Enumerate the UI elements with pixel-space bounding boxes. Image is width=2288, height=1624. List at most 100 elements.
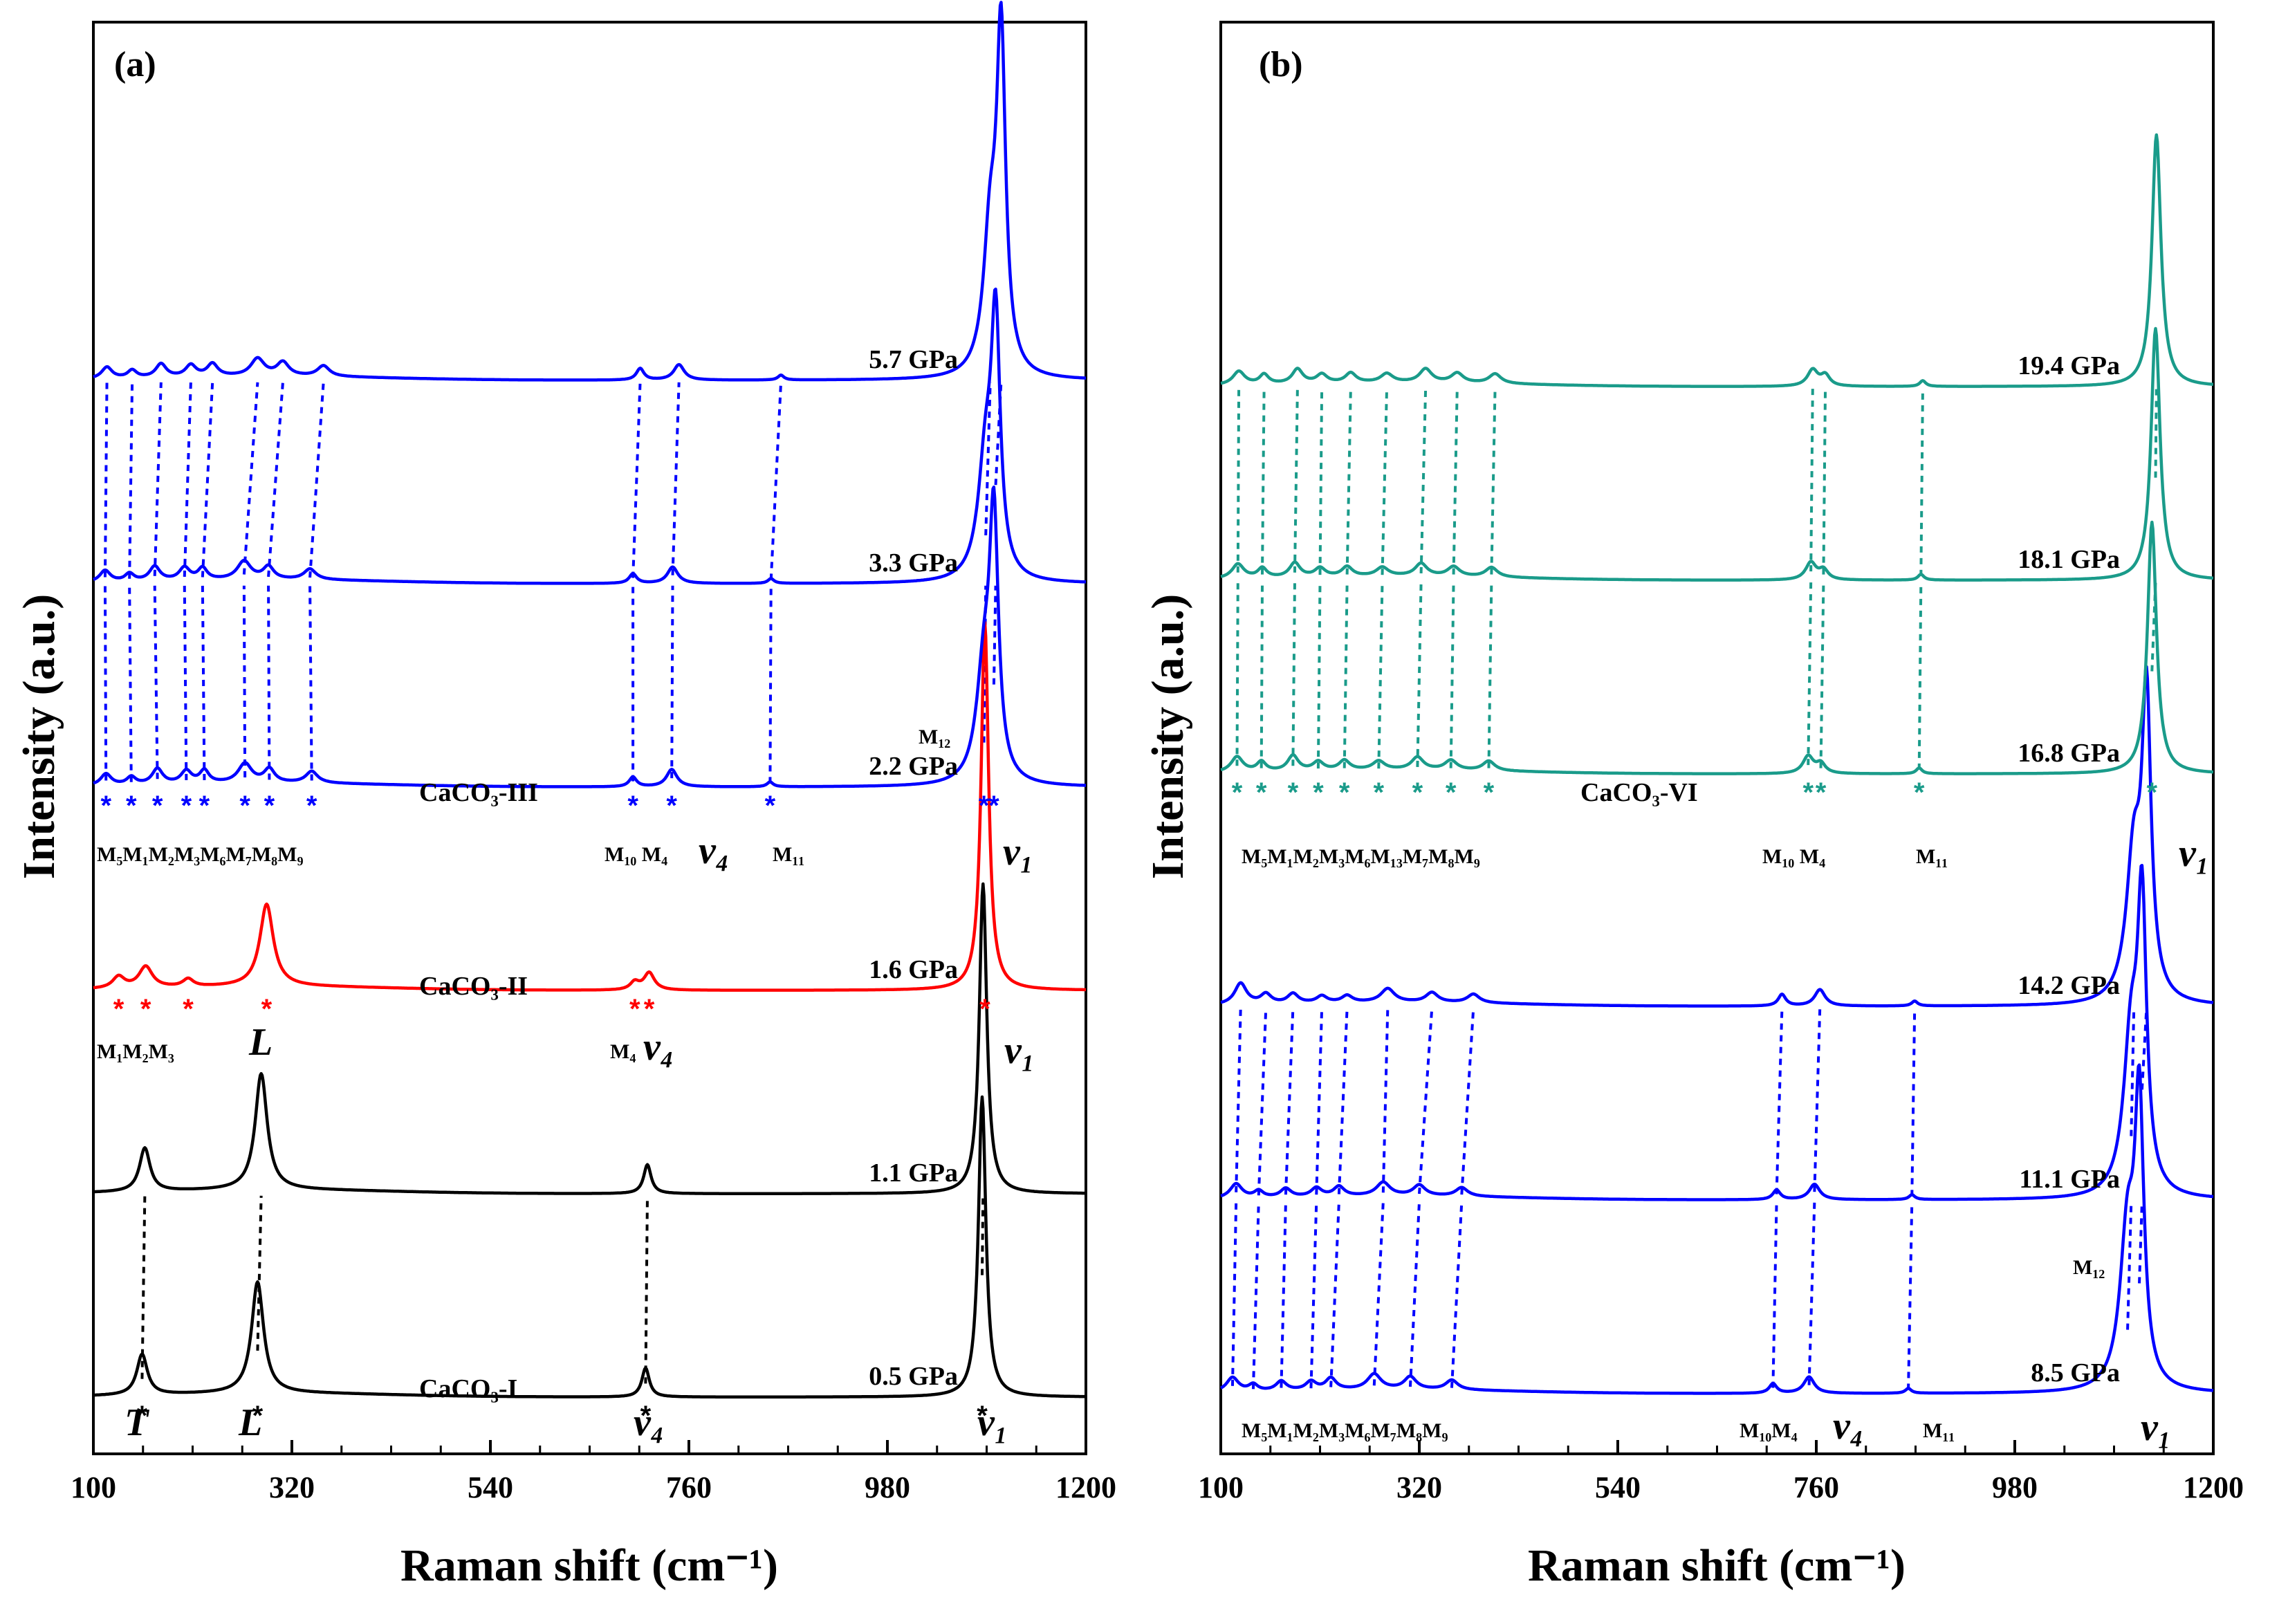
- x-tick-label: 1200: [2183, 1470, 2244, 1504]
- guide-0-3-7: [308, 585, 313, 781]
- spectrum-trace-1-0: [1219, 1063, 2214, 1395]
- spectrum-trace-0-3: [93, 486, 1087, 788]
- pressure-label: 1.6 GPa: [869, 955, 958, 984]
- label-T: T: [124, 1401, 150, 1444]
- guide-1-1-1: [1257, 1008, 1268, 1196]
- guide-1-4-3: [1318, 388, 1324, 575]
- guide-1-4-5: [1381, 388, 1389, 575]
- guide-0-3-6: [267, 585, 271, 780]
- guide-1-1-6: [1418, 1008, 1434, 1194]
- modes-II: M₁M₂M₃: [97, 1040, 174, 1063]
- pressure-label: 18.1 GPa: [2018, 545, 2120, 574]
- x-tick-label: 540: [468, 1470, 513, 1504]
- spectrum-trace-0-4: [93, 287, 1087, 585]
- label-v1-III: v₁: [1003, 831, 1033, 874]
- guide-0-4-7: [308, 382, 325, 578]
- label-v1-I: v₁: [977, 1401, 1008, 1444]
- guide-0-3-12: [992, 585, 997, 685]
- guide-0-0-3: [980, 1195, 985, 1275]
- x-tick-label: 980: [865, 1470, 910, 1504]
- spectrum-trace-1-1: [1220, 863, 2214, 1201]
- peak-star-0-0-0: *: [137, 1401, 148, 1431]
- guide-1-1-11: [2130, 1008, 2136, 1136]
- peak-star-0-3-3: *: [181, 791, 192, 821]
- guide-0-4-2: [153, 382, 163, 576]
- peak-star-0-3-9: *: [666, 791, 677, 821]
- pressure-label: 2.2 GPa: [869, 752, 958, 781]
- guide-1-0-4: [1329, 1201, 1340, 1387]
- panel-a-annotations: CaCO₃-I CaCO₃-II CaCO₃-III T L L v₄ v₁ M…: [97, 726, 1035, 1444]
- x-tick-label: 320: [1396, 1470, 1442, 1504]
- guide-1-0-3: [1309, 1201, 1318, 1389]
- guide-1-3-3: [1316, 582, 1322, 769]
- peak-markers: * * * * * * * * * * * * * * * * * * * * * * * * * * * * * * * * * * * * *: [100, 777, 2157, 1431]
- label-M11-VI: M₁₁: [1916, 845, 1948, 868]
- guide-0-4-9: [671, 382, 681, 575]
- peak-star-1-3-1: *: [1256, 777, 1267, 808]
- guide-1-4-9: [1809, 388, 1814, 572]
- modes-VI-mid: M₁₀ M₄: [1762, 845, 1825, 868]
- label-v4-II: v₄: [643, 1026, 674, 1069]
- x-axis-label-b: Raman shift (cm⁻¹): [1528, 1540, 1906, 1591]
- pressure-label: 3.3 GPa: [869, 548, 958, 578]
- guide-0-3-10: [768, 585, 773, 784]
- guide-1-3-5: [1377, 582, 1384, 769]
- peak-star-0-0-3: *: [977, 1401, 988, 1431]
- guide-1-0-0: [1230, 1201, 1238, 1386]
- peak-star-1-3-0: *: [1232, 777, 1243, 808]
- peak-star-0-3-0: *: [100, 791, 111, 821]
- guide-1-1-2: [1284, 1008, 1295, 1195]
- peak-star-1-3-5: *: [1374, 777, 1385, 808]
- peak-star-0-2-6: *: [979, 994, 990, 1024]
- x-axis-label-a: Raman shift (cm⁻¹): [400, 1540, 778, 1591]
- pressure-label: 0.5 GPa: [869, 1362, 958, 1391]
- guide-0-3-4: [201, 585, 206, 780]
- peak-star-0-2-3: *: [261, 994, 273, 1024]
- x-tick-label: 100: [1198, 1470, 1244, 1504]
- pressure-label: 11.1 GPa: [2019, 1165, 2120, 1194]
- modes-VI: M₅M₁M₂M₃M₆M₁₃M₇M₈M₉: [1242, 845, 1480, 868]
- modes-II-m4: M₄: [610, 1040, 636, 1063]
- peak-star-1-3-11: *: [1914, 777, 1925, 808]
- guide-1-0-7: [1450, 1201, 1464, 1388]
- modes-lo-mid: M₁₀M₄: [1740, 1419, 1798, 1442]
- panel-b-label: (b): [1259, 45, 1303, 84]
- guide-1-4-4: [1345, 388, 1352, 575]
- x-tick-label: 760: [666, 1470, 712, 1504]
- peak-star-0-3-11: *: [979, 791, 990, 821]
- peak-star-0-3-10: *: [765, 791, 776, 821]
- phase-label-III: CaCO₃-III: [419, 778, 538, 807]
- guide-1-0-5: [1372, 1201, 1385, 1386]
- guide-1-3-2: [1291, 582, 1296, 766]
- guide-0-3-1: [128, 585, 133, 782]
- label-v4-lo: v₄: [1833, 1405, 1863, 1448]
- peak-star-1-3-7: *: [1446, 777, 1457, 808]
- guide-0-4-1: [128, 382, 134, 579]
- guide-1-1-4: [1337, 1008, 1349, 1194]
- spectrum-trace-0-1: [93, 882, 1087, 1195]
- peak-star-0-2-1: *: [140, 994, 151, 1024]
- y-axis-label-b: Intensity (a.u.): [1143, 594, 1193, 880]
- guide-1-4-7: [1452, 388, 1459, 575]
- spectrum-trace-0-0: [93, 1095, 1087, 1399]
- peak-star-0-0-2: *: [640, 1401, 652, 1431]
- label-L-II: L: [248, 1021, 273, 1064]
- peak-star-0-0-1: *: [252, 1401, 264, 1431]
- guide-1-3-10: [1819, 582, 1825, 768]
- guide-1-3-4: [1343, 582, 1349, 768]
- guide-1-3-8: [1487, 582, 1493, 768]
- label-M12: M₁₂: [919, 726, 950, 748]
- peak-star-1-3-9: *: [1802, 777, 1814, 808]
- label-M11-lo: M₁₁: [1923, 1419, 1955, 1442]
- phase-label-I: CaCO₃-I: [419, 1374, 517, 1403]
- spectra: 0.5 GPa 1.1 GPa 1.6 GPa 2.2 GPa 3.3 GPa 5.7 G…: [93, 1, 2214, 1399]
- guide-1-4-6: [1419, 388, 1428, 573]
- phase-label-VI: CaCO₃-VI: [1580, 778, 1698, 807]
- label-v4-III: v₄: [699, 829, 729, 872]
- guide-1-3-11: [1917, 582, 1923, 770]
- guide-1-4-2: [1293, 388, 1299, 573]
- guide-1-1-12: [2140, 1008, 2148, 1090]
- spectrum-trace-0-5: [93, 1, 1087, 382]
- peak-star-1-3-3: *: [1313, 777, 1324, 808]
